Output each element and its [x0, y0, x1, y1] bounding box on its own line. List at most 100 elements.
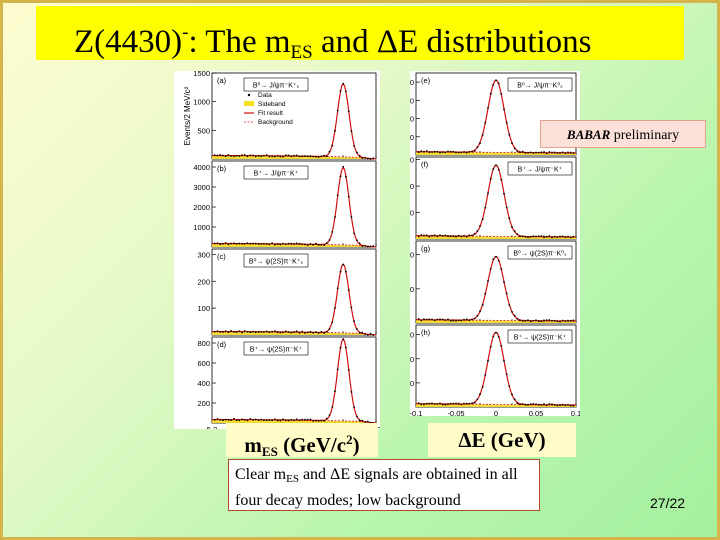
data-point	[254, 242, 257, 245]
data-point	[497, 336, 500, 338]
data-point	[444, 151, 447, 154]
data-point	[508, 304, 511, 306]
data-point	[537, 320, 540, 323]
data-point	[473, 232, 476, 235]
data-point	[301, 418, 304, 421]
data-point	[358, 419, 361, 422]
data-point	[433, 403, 436, 405]
data-point	[301, 330, 304, 333]
data-point	[431, 151, 433, 153]
data-point	[500, 178, 503, 181]
data-point	[315, 242, 317, 245]
data-point	[441, 403, 444, 406]
data-point	[559, 320, 561, 323]
data-point	[317, 332, 320, 334]
data-point	[540, 320, 543, 323]
data-point	[556, 236, 559, 239]
data-point	[331, 231, 334, 233]
data-point	[293, 331, 295, 333]
data-point	[516, 233, 519, 236]
data-point	[551, 236, 553, 239]
badge-experiment: BABAR	[566, 127, 611, 142]
data-point	[433, 319, 436, 322]
data-point	[350, 306, 353, 309]
data-point	[304, 332, 306, 334]
data-point	[473, 401, 476, 404]
data-point	[238, 330, 241, 332]
data-point	[436, 235, 439, 238]
data-point	[476, 314, 479, 317]
data-point	[227, 154, 230, 156]
data-point	[553, 151, 556, 154]
data-point	[551, 319, 553, 322]
data-point	[290, 242, 293, 245]
data-point	[481, 134, 484, 136]
data-point	[476, 230, 479, 233]
data-point	[457, 319, 460, 322]
data-point	[428, 235, 431, 238]
data-point	[425, 318, 428, 321]
data-point	[452, 402, 455, 405]
data-point	[276, 243, 279, 246]
data-point	[495, 255, 497, 258]
data-point	[331, 144, 334, 147]
decay-mode-label: B⁺→ ψ(2S)π⁻K⁺	[514, 335, 567, 342]
data-point	[559, 404, 561, 407]
data-point	[334, 390, 336, 393]
caption-sub: ES	[286, 473, 299, 485]
data-point	[358, 242, 361, 245]
data-point	[356, 328, 358, 330]
data-point	[361, 157, 364, 159]
data-point	[366, 245, 369, 248]
data-point	[420, 234, 423, 236]
data-point	[350, 216, 353, 218]
data-point	[298, 419, 301, 422]
data-point	[489, 268, 492, 270]
data-point	[417, 151, 420, 154]
data-point	[263, 154, 265, 157]
data-point	[320, 244, 323, 246]
data-point	[455, 151, 457, 154]
data-point	[548, 319, 551, 321]
data-point	[274, 330, 276, 332]
decay-mode-label: B⁰→ J/ψπ⁻K⁰ₛ	[517, 82, 563, 90]
data-point	[287, 154, 290, 157]
data-point	[423, 403, 425, 406]
data-point	[331, 321, 334, 323]
data-point	[572, 152, 575, 154]
decay-mode-label: B⁺→ J/ψπ⁻K⁺	[518, 167, 563, 174]
x-tick-label: 5.2	[207, 425, 217, 429]
data-point	[519, 235, 521, 238]
data-point	[271, 155, 273, 158]
data-point	[260, 330, 263, 333]
data-point	[495, 79, 497, 82]
data-point	[358, 331, 361, 334]
data-point	[487, 192, 489, 195]
data-point	[439, 318, 441, 321]
data-point	[246, 155, 249, 158]
data-point	[428, 402, 431, 405]
legend-entry: Sideband	[258, 101, 286, 108]
data-point	[323, 154, 325, 157]
data-point	[339, 346, 342, 349]
data-point	[447, 403, 449, 406]
y-tick-label: 300	[410, 96, 414, 105]
y-tick-label: 800	[197, 339, 210, 348]
data-point	[260, 155, 263, 157]
data-point	[505, 121, 508, 124]
data-point	[449, 402, 452, 405]
data-point	[524, 152, 527, 154]
decay-mode-label: B⁰→ ψ(2S)π⁻K⁰ₛ	[513, 250, 567, 258]
y-tick-label: 100	[410, 379, 414, 388]
data-point	[356, 151, 358, 154]
data-point	[230, 419, 232, 421]
data-point	[227, 331, 230, 334]
data-point	[465, 318, 468, 321]
data-point	[564, 236, 567, 238]
title-suffix: and ΔE distributions	[312, 24, 592, 60]
data-point	[282, 331, 284, 334]
legend-marker-sideband	[244, 101, 254, 106]
data-point	[537, 235, 540, 238]
data-point	[537, 403, 540, 406]
